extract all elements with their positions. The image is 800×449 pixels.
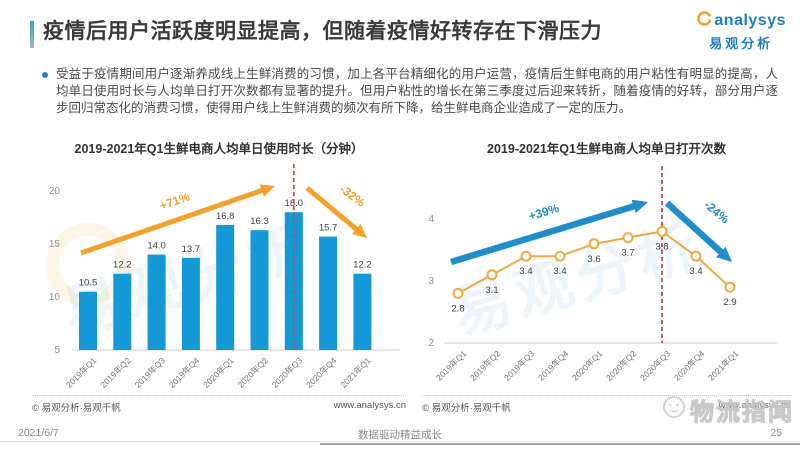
- svg-text:2019年Q3: 2019年Q3: [502, 348, 537, 383]
- svg-text:12.2: 12.2: [353, 260, 372, 271]
- title-accent-bar: [30, 21, 34, 48]
- chart-footer: © 易观分析·易观千帆 www.analysys.cn: [422, 395, 791, 414]
- svg-text:2.8: 2.8: [451, 303, 464, 314]
- chart-source: © 易观分析·易观千帆: [422, 403, 511, 414]
- svg-text:+39%: +39%: [527, 201, 561, 224]
- svg-text:4: 4: [428, 214, 434, 225]
- svg-text:3.4: 3.4: [553, 266, 566, 277]
- page-title: 疫情后用户活跃度明显提高，但随着疫情好转存在下滑压力: [43, 20, 602, 43]
- chart-source: © 易观分析·易观千帆: [32, 403, 121, 414]
- slide-footer: 数据驱动精益成长 2021/6/7 25: [18, 427, 782, 441]
- svg-text:+71%: +71%: [158, 189, 192, 212]
- svg-text:10.5: 10.5: [79, 278, 98, 289]
- svg-text:2020年Q2: 2020年Q2: [604, 348, 639, 383]
- logo-brand-cn: 易观分析: [709, 36, 774, 51]
- svg-text:2020年Q3: 2020年Q3: [270, 355, 305, 390]
- svg-text:10: 10: [49, 292, 61, 303]
- bullet-icon: [42, 72, 48, 78]
- analysys-logo: analysys 易观分析: [696, 10, 786, 52]
- open-count-chart-panel: 易观分析 2019-2021年Q1生鲜电商人均单日打开次数 2 3 4 +39% -24…: [418, 138, 795, 414]
- svg-text:-32%: -32%: [337, 182, 368, 210]
- svg-text:2020年Q4: 2020年Q4: [304, 355, 339, 390]
- footer-date: 2021/6/7: [18, 427, 59, 439]
- svg-text:3.4: 3.4: [689, 266, 702, 277]
- svg-text:2.9: 2.9: [723, 297, 736, 308]
- svg-text:5: 5: [54, 345, 60, 356]
- summary-paragraph: 受益于疫情期间用户逐渐养成线上生鲜消费的习惯，加上各平台精细化的用户运营，疫情后…: [42, 66, 778, 117]
- stamp-text: 物流指闻: [690, 399, 794, 427]
- open-count-chart-title: 2019-2021年Q1生鲜电商人均单日打开次数: [487, 142, 726, 156]
- svg-text:3.8: 3.8: [655, 241, 668, 252]
- svg-text:18.0: 18.0: [285, 198, 304, 209]
- svg-text:15.7: 15.7: [319, 223, 338, 234]
- svg-text:2020年Q1: 2020年Q1: [201, 355, 236, 390]
- chart-website: www.analysys.cn: [718, 400, 791, 411]
- svg-text:3.1: 3.1: [485, 285, 498, 296]
- page-number: 25: [770, 427, 782, 439]
- svg-text:15: 15: [49, 239, 61, 250]
- wuliu-zhiwen-watermark: 物流指闻: [661, 392, 794, 427]
- usage-time-chart-panel: 易观分析 2019-2021年Q1生鲜电商人均单日使用时长（分钟） 510152…: [28, 138, 410, 414]
- svg-text:2019年Q3: 2019年Q3: [133, 355, 168, 390]
- svg-text:2019年Q1: 2019年Q1: [64, 355, 99, 390]
- usage-time-chart-title: 2019-2021年Q1生鲜电商人均单日使用时长（分钟）: [74, 142, 364, 156]
- chart-footer: © 易观分析·易观千帆 www.analysys.cn: [32, 395, 406, 414]
- svg-text:2021年Q1: 2021年Q1: [338, 355, 373, 390]
- open-count-line-chart: 2 3 4 +39% -24% 2.8 2019年Q1 3.1 2019年Q2 3.4 2019年Q…: [428, 166, 778, 383]
- svg-text:14.0: 14.0: [147, 241, 166, 252]
- svg-text:2020年Q3: 2020年Q3: [638, 348, 673, 383]
- svg-text:3.7: 3.7: [621, 248, 634, 259]
- svg-text:16.3: 16.3: [250, 216, 269, 227]
- svg-text:2020年Q2: 2020年Q2: [235, 355, 270, 390]
- bottom-rule-dark: [320, 443, 800, 445]
- svg-text:3: 3: [428, 276, 434, 287]
- svg-text:2019年Q4: 2019年Q4: [167, 355, 202, 390]
- svg-text:3.4: 3.4: [519, 266, 532, 277]
- chart-website: www.analysys.cn: [333, 400, 406, 411]
- svg-text:13.7: 13.7: [182, 244, 201, 255]
- logo-brand-text: analysys: [714, 12, 786, 29]
- header: 疫情后用户活跃度明显提高，但随着疫情好转存在下滑压力: [30, 18, 670, 48]
- svg-text:2019年Q2: 2019年Q2: [98, 355, 133, 390]
- footer-slogan: 数据驱动精益成长: [358, 429, 442, 441]
- svg-text:2020年Q4: 2020年Q4: [672, 348, 707, 383]
- svg-text:2021年Q1: 2021年Q1: [706, 348, 741, 383]
- usage-time-bar-chart: 5 10 15 20 10.5 2019年Q1 12.2 2019年Q2 14.0 2019年Q3…: [49, 164, 400, 390]
- svg-text:12.2: 12.2: [113, 260, 132, 271]
- bottom-rule: [0, 441, 800, 442]
- svg-text:2020年Q1: 2020年Q1: [570, 348, 605, 383]
- svg-text:2: 2: [428, 338, 434, 349]
- stamp-logo-icon: [661, 394, 687, 425]
- svg-text:2019年Q1: 2019年Q1: [434, 348, 469, 383]
- svg-text:2019年Q2: 2019年Q2: [468, 348, 503, 383]
- logo-swirl-icon: [696, 10, 713, 32]
- svg-text:-24%: -24%: [701, 198, 732, 227]
- svg-text:16.8: 16.8: [216, 211, 235, 222]
- svg-text:2019年Q4: 2019年Q4: [536, 348, 571, 383]
- summary-text: 受益于疫情期间用户逐渐养成线上生鲜消费的习惯，加上各平台精细化的用户运营，疫情后…: [56, 67, 778, 115]
- svg-text:3.6: 3.6: [587, 254, 600, 265]
- svg-text:20: 20: [49, 186, 61, 197]
